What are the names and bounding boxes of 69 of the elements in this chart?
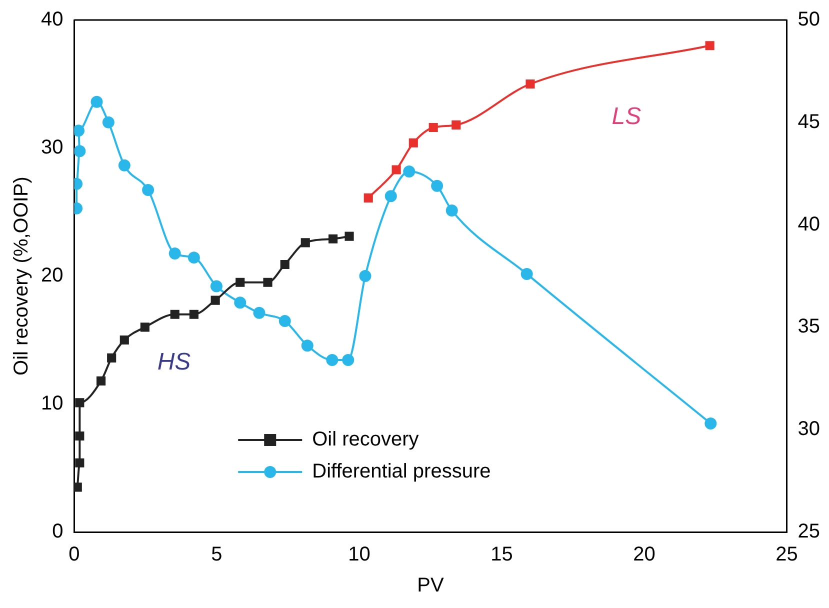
x-tick-label: 25 <box>776 544 798 566</box>
point <box>263 278 272 287</box>
point <box>210 296 220 305</box>
point <box>168 247 181 260</box>
point <box>118 159 130 172</box>
x-tick-label: 0 <box>68 544 80 566</box>
annotation: LS <box>612 102 642 130</box>
point <box>236 278 245 287</box>
point <box>75 458 84 468</box>
point <box>344 232 354 241</box>
y-tick-label: 0 <box>52 520 64 543</box>
point <box>446 204 458 216</box>
point <box>253 306 266 319</box>
point <box>428 122 438 132</box>
point <box>74 124 85 137</box>
y2-tick-label: 45 <box>798 110 820 133</box>
point <box>120 335 129 345</box>
point <box>74 145 86 158</box>
point <box>704 417 717 430</box>
point <box>384 190 397 202</box>
point <box>359 270 372 282</box>
point <box>526 79 535 89</box>
point <box>75 431 84 441</box>
point <box>452 120 461 130</box>
point <box>278 315 291 328</box>
y-tick-label: 10 <box>40 392 64 415</box>
point <box>142 184 154 196</box>
x-tick-label: 20 <box>633 544 656 566</box>
y2-tick-label: 50 <box>798 8 820 31</box>
y2-tick-label: 25 <box>798 520 820 543</box>
point <box>140 322 150 332</box>
point <box>280 260 290 270</box>
y2-tick-label: 40 <box>798 213 820 236</box>
legend-label: Differential pressure <box>312 460 491 483</box>
point <box>234 296 246 309</box>
point <box>364 193 373 202</box>
legend-label: Oil recovery <box>312 428 419 451</box>
point <box>705 41 714 50</box>
annotation: HS <box>157 348 191 376</box>
point <box>328 234 338 244</box>
point <box>408 138 418 148</box>
y2-tick-label: 35 <box>798 316 820 338</box>
x-tick-label: 10 <box>348 544 370 566</box>
point <box>102 116 114 128</box>
point <box>96 376 106 386</box>
point <box>403 166 416 178</box>
y-tick-label: 40 <box>40 8 64 31</box>
y-tick-label: 30 <box>40 136 64 159</box>
y2-tick-label: 30 <box>798 418 820 440</box>
point <box>342 354 354 366</box>
y-tick-label: 20 <box>40 264 64 287</box>
point <box>431 180 444 192</box>
x-tick-label: 15 <box>490 544 513 566</box>
point <box>210 280 222 292</box>
point <box>300 238 310 248</box>
point <box>75 398 84 408</box>
point <box>107 353 116 362</box>
point <box>170 310 180 319</box>
point <box>188 252 200 264</box>
point <box>189 310 198 319</box>
point <box>74 482 82 492</box>
y-axis-title: Oil recovery (%,OOIP) <box>10 176 33 376</box>
point <box>520 268 533 280</box>
point <box>392 165 401 174</box>
point <box>326 354 338 366</box>
point <box>90 96 103 108</box>
point <box>301 340 314 352</box>
x-tick-label: 5 <box>211 544 222 566</box>
x-axis-title: PV <box>417 574 444 597</box>
